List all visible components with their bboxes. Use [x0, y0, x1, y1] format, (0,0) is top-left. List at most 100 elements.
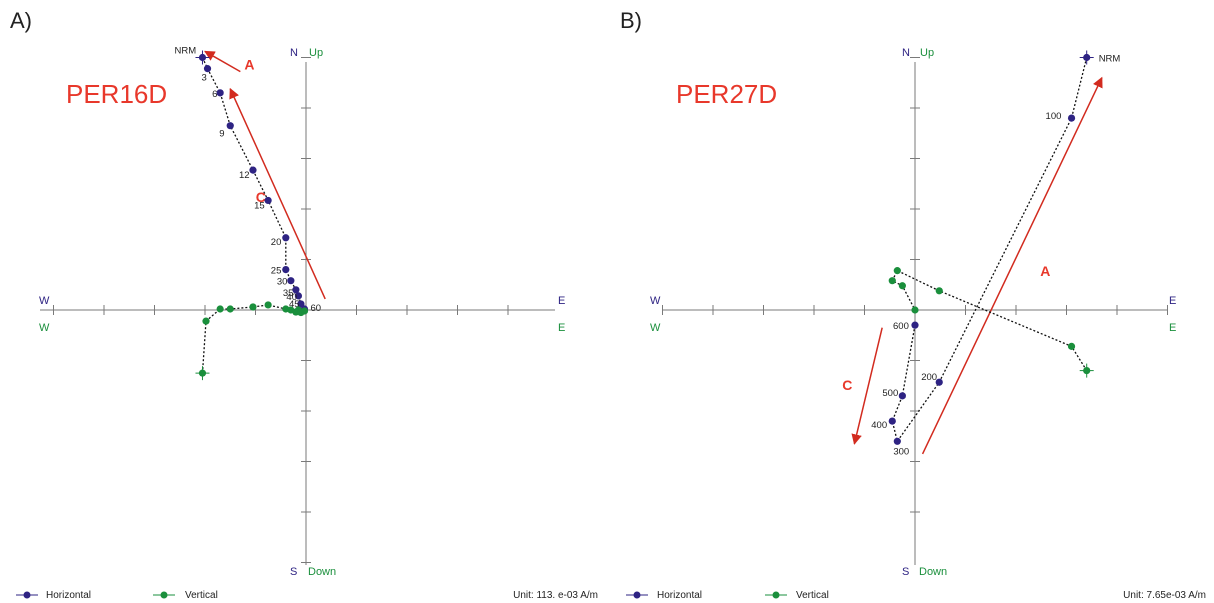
step-label: 45 — [289, 299, 300, 310]
zijderveld-plot-per16d: A) PER16D N Up S Down W W E E AC NRM3691… — [10, 8, 598, 601]
axis-label-north: N — [902, 47, 910, 59]
component-arrow-a — [921, 76, 1103, 455]
step-label: 40 — [286, 292, 297, 303]
horizontal-point — [297, 300, 305, 308]
legend: Horizontal Vertical — [626, 590, 829, 601]
step-label: 20 — [271, 237, 282, 248]
component-arrow-c — [851, 327, 883, 445]
step-label: NRM — [174, 46, 196, 57]
legend-marker-horizontal — [633, 591, 641, 599]
step-label: 30 — [277, 277, 288, 288]
step-label: 9 — [219, 129, 224, 140]
axis-label-west-vertical: W — [39, 322, 50, 334]
component-label-a: A — [1040, 263, 1050, 279]
axis-label-down: Down — [308, 566, 336, 578]
horizontal-point — [282, 266, 290, 274]
axis-labels: N Up S Down W W E E — [650, 47, 1176, 578]
step-label: 500 — [882, 388, 898, 399]
component-label-c: C — [256, 189, 266, 205]
axis-label-south: S — [290, 566, 297, 578]
axis-label-north: N — [290, 47, 298, 59]
vertical-point — [1083, 367, 1091, 375]
vertical-point — [198, 369, 207, 377]
horizontal-point — [1083, 53, 1091, 62]
vertical-point — [888, 277, 896, 285]
axis-label-west-horizontal: W — [39, 295, 50, 307]
step-label: 60 — [310, 303, 321, 314]
vertical-point — [300, 307, 309, 315]
vertical-point — [226, 305, 234, 313]
axis-label-east-horizontal: E — [1169, 295, 1176, 307]
axis-label-east-vertical: E — [1169, 322, 1176, 334]
horizontal-point — [911, 321, 919, 329]
horizontal-point — [203, 65, 212, 73]
vertical-point — [264, 301, 272, 309]
sample-title: PER16D — [66, 79, 167, 109]
axis-label-up: Up — [309, 47, 323, 59]
horizontal-point — [893, 437, 901, 445]
step-label: 35 — [283, 288, 294, 299]
vertical-point — [893, 267, 901, 275]
horizontal-point — [935, 378, 943, 386]
vertical-point — [202, 317, 210, 325]
step-label: 3 — [202, 73, 207, 84]
unit-label: Unit: 113. e-03 A/m — [513, 590, 598, 601]
horizontal-point — [249, 166, 257, 174]
step-label: 100 — [1046, 111, 1062, 122]
component-arrows: AC — [842, 76, 1103, 455]
step-label: 200 — [921, 372, 937, 383]
step-label: 12 — [239, 170, 250, 181]
step-label: 600 — [893, 321, 909, 332]
vertical-point — [898, 282, 906, 290]
horizontal-point — [198, 53, 207, 62]
legend: Horizontal Vertical — [16, 590, 218, 601]
step-label: 15 — [254, 200, 265, 211]
horizontal-point — [1067, 114, 1076, 122]
component-label-a: A — [244, 57, 254, 73]
step-label: NRM — [1099, 54, 1121, 65]
axis-label-up: Up — [920, 47, 934, 59]
vertical-point — [935, 287, 943, 295]
legend-label-vertical: Vertical — [796, 590, 829, 601]
step-label: 6 — [212, 89, 217, 100]
vertical-point — [249, 303, 257, 311]
axis-label-west-horizontal: W — [650, 295, 661, 307]
step-label: 25 — [271, 266, 282, 277]
vertical-path-line — [201, 304, 305, 374]
component-arrows: AC — [204, 50, 326, 300]
step-label: 400 — [871, 420, 887, 431]
zijderveld-plot-per27d: B) PER27D N Up S Down W W E E AC NRM1002… — [620, 8, 1206, 601]
unit-label: Unit: 7.65e-03 A/m — [1123, 590, 1206, 601]
data-points: NRM 100 200 300 400 500 600 — [871, 50, 1121, 457]
axis-label-south: S — [902, 566, 909, 578]
horizontal-point — [898, 392, 906, 400]
component-label-c: C — [842, 377, 852, 393]
axis-label-west-vertical: W — [650, 322, 661, 334]
axis-label-east-vertical: E — [558, 322, 565, 334]
horizontal-point — [264, 196, 272, 205]
sample-title: PER27D — [676, 79, 777, 109]
horizontal-point — [888, 417, 896, 425]
axis-label-east-horizontal: E — [558, 295, 565, 307]
component-arrow-c — [229, 87, 326, 300]
horizontal-point — [294, 292, 303, 300]
legend-label-vertical: Vertical — [185, 590, 218, 601]
step-label: 300 — [893, 446, 909, 457]
legend-marker-horizontal — [23, 591, 31, 599]
axis-labels: N Up S Down W W E E — [39, 47, 565, 578]
component-arrow-a — [204, 50, 241, 73]
legend-label-horizontal: Horizontal — [657, 590, 702, 601]
legend-label-horizontal: Horizontal — [46, 590, 91, 601]
demag-path-lines — [201, 57, 306, 374]
panel-label: B) — [620, 8, 642, 33]
horizontal-point — [292, 286, 300, 294]
horizontal-point — [282, 234, 290, 242]
legend-marker-vertical — [160, 591, 168, 599]
vertical-point — [1067, 342, 1076, 350]
horizontal-point — [216, 89, 224, 97]
panel-label: A) — [10, 8, 32, 33]
vertical-path-line — [891, 269, 1088, 371]
vertical-point — [216, 305, 224, 313]
